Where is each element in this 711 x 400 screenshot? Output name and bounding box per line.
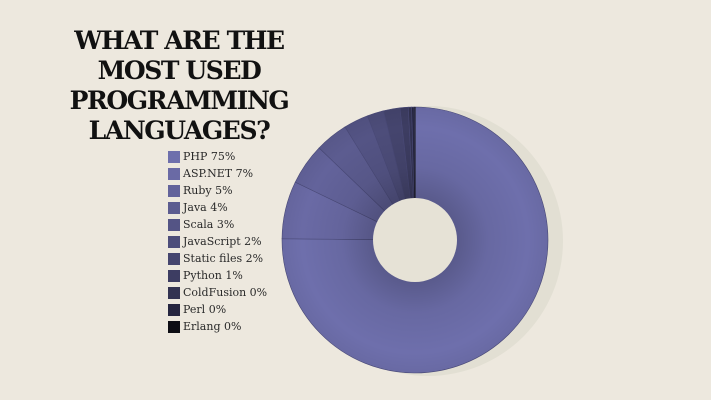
legend-item: Perl 0%	[168, 301, 267, 318]
legend-swatch	[168, 184, 180, 197]
legend-swatch	[168, 269, 180, 282]
legend-label: Static files 2%	[183, 252, 264, 265]
legend-label: Java 4%	[183, 201, 228, 214]
donut-chart	[281, 106, 563, 376]
legend-label: Scala 3%	[183, 218, 235, 231]
legend-label: Perl 0%	[183, 303, 227, 316]
legend-swatch	[168, 320, 180, 333]
legend-swatch	[168, 235, 180, 248]
legend-label: JavaScript 2%	[183, 235, 262, 248]
legend-item: ColdFusion 0%	[168, 284, 267, 301]
legend-item: PHP 75%	[168, 148, 267, 165]
legend-item: Python 1%	[168, 267, 267, 284]
legend-swatch	[168, 150, 180, 163]
legend-swatch	[168, 252, 180, 265]
legend-swatch	[168, 286, 180, 299]
legend-swatch	[168, 303, 180, 316]
legend-label: ASP.NET 7%	[183, 167, 254, 180]
chart-title: WHAT ARE THE MOST USED PROGRAMMING LANGU…	[69, 26, 290, 145]
chart-legend: PHP 75% ASP.NET 7% Ruby 5% Java 4% Scala 3% J…	[168, 148, 267, 335]
legend-item: Ruby 5%	[168, 182, 267, 199]
legend-label: Python 1%	[183, 269, 243, 282]
legend-item: Erlang 0%	[168, 318, 267, 335]
legend-swatch	[168, 201, 180, 214]
legend-swatch	[168, 218, 180, 231]
legend-item: Java 4%	[168, 199, 267, 216]
legend-label: Ruby 5%	[183, 184, 233, 197]
legend-item: Static files 2%	[168, 250, 267, 267]
legend-label: ColdFusion 0%	[183, 286, 268, 299]
legend-item: ASP.NET 7%	[168, 165, 267, 182]
legend-label: Erlang 0%	[183, 320, 242, 333]
legend-item: JavaScript 2%	[168, 233, 267, 250]
legend-item: Scala 3%	[168, 216, 267, 233]
legend-label: PHP 75%	[183, 150, 236, 163]
legend-swatch	[168, 167, 180, 180]
donut-hole	[373, 198, 457, 282]
